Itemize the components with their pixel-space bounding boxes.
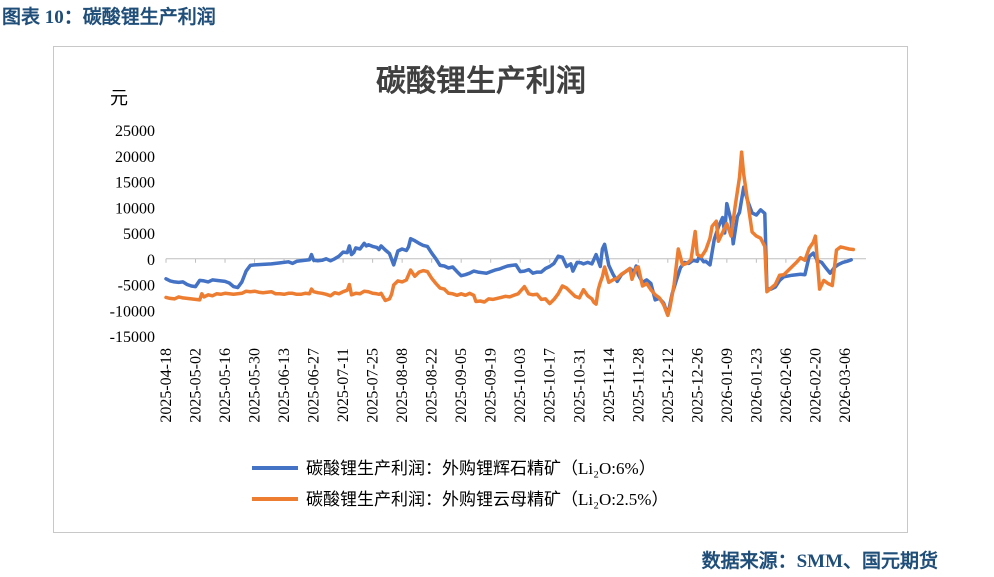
y-tick-label: 25000 — [115, 123, 155, 140]
x-tick-label: 2025-11-14 — [601, 348, 618, 422]
x-tick-label: 2025-12-26 — [689, 348, 706, 423]
series-line-1 — [164, 185, 853, 317]
legend-label-1: 碳酸锂生产利润：外购锂辉石精矿（Li₂O:6%） — [306, 459, 656, 478]
x-tick-label: 2025-05-02 — [188, 348, 205, 423]
x-tick-label: 2026-03-06 — [837, 348, 854, 423]
x-tick-label: 2025-07-11 — [335, 348, 352, 422]
series-lines — [164, 150, 856, 318]
y-axis-unit-label: 元 — [110, 88, 128, 108]
x-tick-label: 2025-04-18 — [158, 348, 175, 423]
y-tick-label: 15000 — [115, 175, 155, 192]
x-tick-label: 2026-02-20 — [807, 348, 824, 423]
source-note: 数据来源：SMM、国元期货 — [701, 551, 938, 572]
series-line-2 — [164, 150, 856, 318]
x-tick-label: 2026-01-09 — [719, 348, 736, 423]
legend-label-2: 碳酸锂生产利润：外购锂云母精矿（Li₂O:2.5%） — [306, 490, 668, 509]
x-tick-label: 2025-10-17 — [542, 348, 559, 423]
chart-frame: 碳酸锂生产利润 元 25000 20000 15000 10000 5000 0 -5000… — [53, 46, 908, 533]
chart-canvas: 碳酸锂生产利润 元 25000 20000 15000 10000 5000 0 -5000… — [110, 64, 866, 509]
y-tick-label: -15000 — [110, 329, 155, 346]
x-tick-label: 2025-08-22 — [424, 348, 441, 423]
y-tick-label: 10000 — [115, 200, 155, 217]
x-tick-label: 2025-10-31 — [571, 348, 588, 423]
x-tick-label: 2025-07-25 — [365, 348, 382, 423]
y-tick-label: -10000 — [110, 303, 155, 320]
y-tick-label: -5000 — [118, 278, 155, 295]
chart-title: 碳酸锂生产利润 — [376, 64, 586, 98]
x-tick-label: 2026-01-23 — [748, 348, 765, 423]
x-axis-ticks: 2025-04-18 2025-05-02 2025-05-16 2025-05-30… — [158, 258, 854, 423]
x-tick-label: 2025-09-05 — [453, 348, 470, 423]
x-tick-label: 2025-12-12 — [660, 348, 677, 423]
x-tick-label: 2025-06-27 — [306, 348, 323, 423]
y-axis-ticks: 25000 20000 15000 10000 5000 0 -5000 -10000 -150… — [110, 123, 155, 346]
y-tick-label: 5000 — [123, 226, 155, 243]
x-tick-label: 2025-09-19 — [483, 348, 500, 423]
legend: 碳酸锂生产利润：外购锂辉石精矿（Li₂O:6%） 碳酸锂生产利润：外购锂云母精矿（… — [252, 459, 668, 509]
y-tick-label: 20000 — [115, 149, 155, 166]
x-tick-label: 2025-11-28 — [630, 348, 647, 422]
x-tick-label: 2025-05-16 — [217, 348, 234, 423]
y-tick-label: 0 — [147, 252, 155, 269]
x-tick-label: 2025-06-13 — [276, 348, 293, 423]
x-tick-label: 2025-10-03 — [512, 348, 529, 423]
figure-caption: 图表 10：碳酸锂生产利润 — [2, 7, 216, 28]
x-tick-label: 2026-02-06 — [778, 348, 795, 423]
x-tick-label: 2025-08-08 — [394, 348, 411, 423]
x-tick-label: 2025-05-30 — [247, 348, 264, 423]
